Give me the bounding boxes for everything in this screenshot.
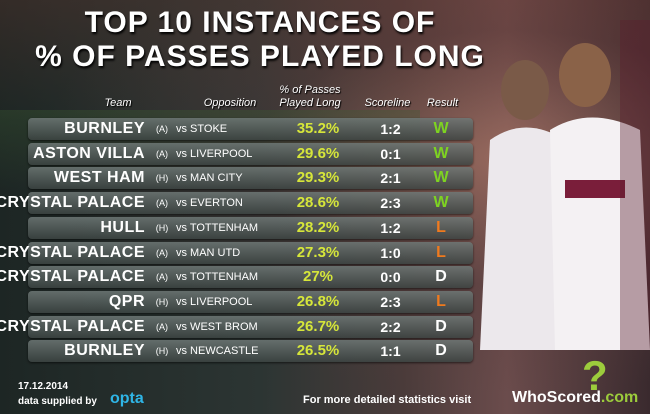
scoreline: 2:3	[380, 293, 401, 310]
table-row: HULL (H) vs TOTTENHAM 28.2% 1:2 L	[28, 216, 473, 239]
venue-label: (A)	[156, 321, 168, 332]
whoscored-brand: WhoScored	[512, 389, 601, 406]
whoscored-com: com	[605, 389, 639, 406]
opposition-label: vs LIVERPOOL	[176, 147, 253, 160]
opposition-label: vs TOTTENHAM	[176, 221, 259, 234]
pct-long-passes: 29.6%	[296, 144, 340, 162]
scoreline: 0:0	[380, 269, 401, 286]
scoreline: 2:1	[380, 170, 401, 187]
opposition-label: vs NEWCASTLE	[176, 345, 259, 358]
opposition-label: vs EVERTON	[176, 197, 243, 210]
opta-logo: opta	[110, 390, 144, 407]
opposition-label: vs MAN CITY	[176, 172, 243, 185]
team-name: BURNLEY	[64, 120, 145, 137]
table-row: ASTON VILLA (A) vs LIVERPOOL 29.6% 0:1 W	[28, 142, 473, 165]
team-name: CRYSTAL PALACE	[0, 194, 145, 212]
whoscored-question-mark-icon: ?	[582, 352, 608, 399]
venue-label: (H)	[155, 346, 169, 357]
team-name: CRYSTAL PALACE	[0, 317, 145, 335]
more-stats-label: For more detailed statistics visit	[303, 394, 472, 406]
opposition-label: vs MAN UTD	[176, 246, 241, 259]
venue-label: (H)	[155, 173, 169, 184]
scoreline: 2:2	[380, 318, 401, 335]
team-name: QPR	[108, 292, 145, 310]
scoreline: 1:2	[380, 121, 401, 137]
scoreline: 0:1	[380, 145, 401, 162]
opposition-label: vs TOTTENHAM	[176, 271, 259, 284]
header-pct: % of Passes Played Long	[279, 84, 341, 109]
venue-label: (H)	[155, 222, 169, 233]
whoscored-dot: .	[600, 389, 606, 406]
result-badge: D	[435, 268, 447, 286]
venue-label: (A)	[156, 247, 168, 258]
players-photo	[480, 20, 650, 350]
pct-long-passes: 29.3%	[296, 169, 340, 187]
title-line-1: TOP 10 INSTANCES OF	[84, 6, 436, 39]
date-label: 17.12.2014	[18, 381, 69, 392]
venue-label: (A)	[156, 272, 168, 283]
team-name: CRYSTAL PALACE	[0, 243, 145, 261]
header-opposition: Opposition	[203, 97, 257, 109]
pct-long-passes: 35.2%	[296, 120, 340, 137]
table-row: CRYSTAL PALACE (A) vs WEST BROM 26.7% 2:2 D	[0, 315, 473, 338]
header-result: Result	[426, 97, 459, 109]
result-badge: L	[436, 218, 446, 236]
scoreline: 2:3	[380, 195, 401, 212]
team-name: WEST HAM	[53, 169, 145, 187]
team-name: CRYSTAL PALACE	[0, 268, 145, 286]
result-badge: W	[433, 144, 449, 162]
venue-label: (A)	[156, 198, 168, 209]
pct-long-passes: 27.3%	[296, 243, 340, 261]
pct-long-passes: 28.6%	[296, 194, 340, 212]
table-row: CRYSTAL PALACE (A) vs TOTTENHAM 27% 0:0 D	[0, 266, 473, 289]
team-name: ASTON VILLA	[33, 144, 145, 162]
venue-label: (A)	[156, 124, 168, 134]
result-badge: D	[435, 317, 447, 335]
team-name: BURNLEY	[64, 342, 145, 360]
pct-long-passes: 27%	[302, 268, 334, 286]
header-scoreline: Scoreline	[364, 97, 411, 109]
result-badge: W	[433, 120, 449, 137]
opposition-label: vs STOKE	[176, 123, 228, 135]
scoreline: 1:1	[380, 343, 401, 360]
result-badge: W	[433, 169, 449, 187]
table-row: CRYSTAL PALACE (A) vs MAN UTD 27.3% 1:0 L	[0, 241, 473, 264]
result-badge: W	[433, 194, 449, 212]
result-badge: D	[435, 342, 447, 360]
pct-long-passes: 26.5%	[296, 342, 340, 360]
opposition-label: vs WEST BROM	[176, 320, 258, 333]
scoreline: 1:2	[380, 219, 401, 236]
table-row: QPR (H) vs LIVERPOOL 26.8% 2:3 L	[28, 290, 473, 313]
title-line-2: % OF PASSES PLAYED LONG	[35, 40, 485, 73]
team-name: HULL	[100, 218, 145, 236]
pct-long-passes: 26.8%	[296, 292, 340, 310]
pct-long-passes: 28.2%	[296, 218, 340, 236]
table-row: BURNLEY (H) vs NEWCASTLE 26.5% 1:1 D	[28, 340, 473, 363]
table-row: BURNLEY (A) vs STOKE 35.2% 1:2 W	[28, 118, 473, 140]
result-badge: L	[436, 243, 446, 261]
venue-label: (H)	[155, 296, 169, 307]
venue-label: (A)	[156, 148, 168, 159]
pct-long-passes: 26.7%	[296, 317, 340, 335]
result-badge: L	[436, 292, 446, 310]
opposition-label: vs LIVERPOOL	[176, 295, 253, 308]
table-row: CRYSTAL PALACE (A) vs EVERTON 28.6% 2:3 W	[0, 192, 473, 215]
data-supplied-label: data supplied by	[18, 396, 97, 407]
table-row: WEST HAM (H) vs MAN CITY 29.3% 2:1 W	[28, 167, 473, 190]
header-team: Team	[104, 97, 132, 109]
scoreline: 1:0	[380, 244, 401, 261]
whoscored-logo: WhoScored.com	[512, 389, 638, 407]
